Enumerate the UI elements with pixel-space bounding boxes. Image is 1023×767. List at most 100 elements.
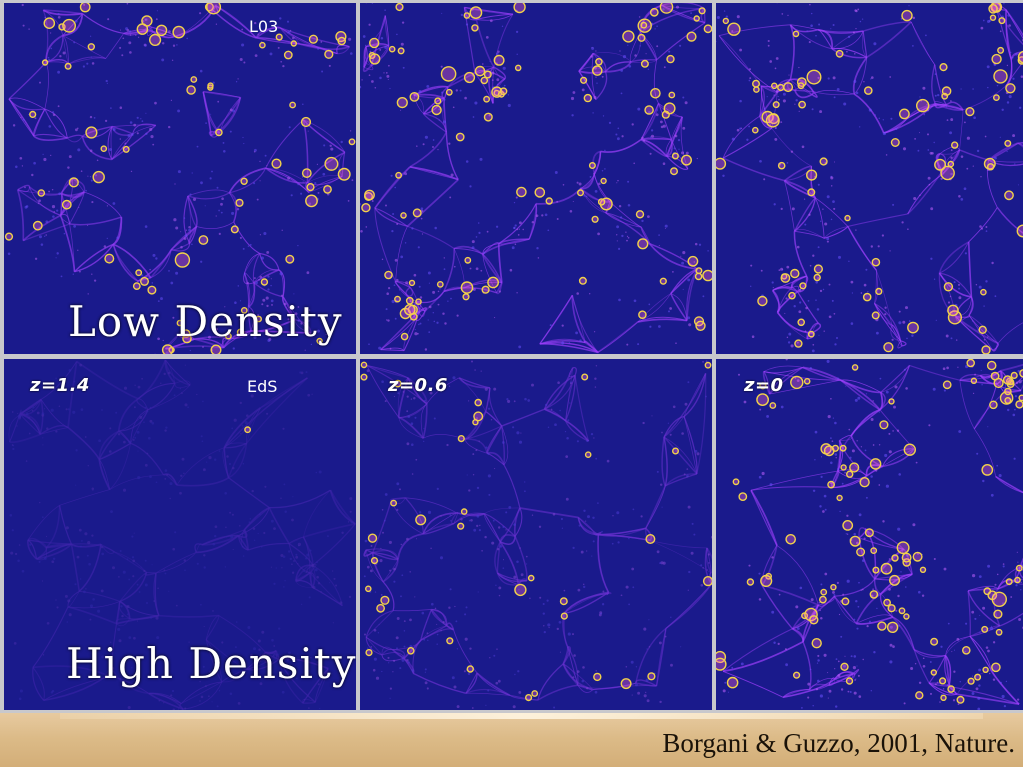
- matter-speck: [370, 569, 373, 573]
- matter-speck: [411, 473, 414, 475]
- cluster-ring: [493, 54, 505, 66]
- matter-speck: [419, 511, 422, 514]
- matter-speck: [87, 224, 89, 226]
- cluster-ring: [364, 189, 375, 201]
- matter-speck: [1018, 618, 1022, 621]
- matter-speck: [693, 533, 696, 536]
- matter-speck: [634, 54, 637, 57]
- matter-speck: [854, 53, 856, 55]
- filament: [430, 609, 454, 631]
- cluster-ring: [807, 188, 816, 197]
- matter-speck: [205, 122, 207, 124]
- cluster-ring: [136, 23, 149, 35]
- matter-speck: [882, 119, 884, 121]
- matter-speck: [316, 661, 319, 664]
- filament: [935, 102, 964, 111]
- matter-speck: [626, 343, 629, 346]
- matter-speck: [527, 399, 531, 402]
- matter-speck: [643, 139, 646, 142]
- filament: [938, 272, 972, 298]
- cluster-ring: [668, 91, 676, 99]
- matter-speck: [511, 246, 515, 250]
- matter-speck: [68, 155, 72, 159]
- matter-speck: [999, 681, 1002, 684]
- matter-speck: [91, 62, 95, 65]
- matter-speck: [91, 201, 94, 204]
- filament: [485, 411, 503, 427]
- matter-speck: [51, 188, 54, 191]
- matter-speck: [672, 271, 674, 273]
- filament: [995, 476, 1023, 494]
- matter-speck: [518, 221, 522, 225]
- matter-speck: [136, 132, 139, 135]
- filament: [879, 391, 886, 411]
- filament: [59, 215, 76, 272]
- matter-speck: [884, 453, 888, 458]
- filament: [312, 587, 343, 607]
- filament: [155, 552, 197, 574]
- filament: [45, 543, 72, 549]
- filament: [19, 413, 22, 420]
- matter-speck: [248, 521, 251, 523]
- matter-speck: [260, 546, 263, 548]
- filament: [840, 379, 881, 393]
- matter-speck: [65, 526, 69, 530]
- matter-speck: [241, 313, 244, 316]
- cluster-ring: [943, 282, 954, 292]
- matter-speck: [73, 225, 76, 228]
- matter-speck: [952, 699, 956, 702]
- filament: [302, 701, 316, 704]
- matter-speck: [220, 211, 223, 214]
- matter-speck: [838, 681, 840, 683]
- filament: [16, 189, 25, 241]
- filament: [117, 398, 139, 432]
- matter-speck: [382, 531, 384, 534]
- matter-speck: [456, 314, 459, 317]
- matter-speck: [332, 622, 334, 624]
- matter-speck: [771, 556, 774, 559]
- matter-speck: [157, 587, 159, 590]
- matter-speck: [710, 535, 712, 539]
- filament: [796, 291, 819, 324]
- matter-speck: [454, 265, 456, 268]
- cluster-ring: [981, 345, 991, 354]
- matter-speck: [680, 255, 682, 257]
- cluster-ring: [236, 328, 245, 336]
- filament: [431, 609, 447, 626]
- matter-speck: [544, 403, 548, 407]
- matter-speck: [982, 606, 986, 610]
- filament: [278, 659, 316, 703]
- filament: [398, 403, 428, 418]
- matter-speck: [743, 400, 747, 404]
- matter-speck: [827, 77, 830, 80]
- filament: [486, 452, 505, 466]
- matter-speck: [854, 679, 857, 681]
- cluster-ring: [367, 533, 378, 543]
- filament: [762, 371, 771, 395]
- matter-speck: [586, 515, 591, 519]
- matter-speck: [485, 446, 488, 449]
- matter-speck: [224, 492, 227, 495]
- filament: [148, 692, 182, 705]
- matter-speck: [686, 476, 688, 478]
- matter-speck: [616, 240, 618, 242]
- matter-speck: [631, 567, 635, 571]
- filament: [27, 539, 72, 545]
- matter-speck: [621, 135, 624, 138]
- matter-speck: [878, 444, 881, 446]
- matter-speck: [846, 514, 849, 517]
- matter-speck: [1020, 581, 1022, 584]
- matter-speck: [186, 37, 189, 40]
- filament: [247, 306, 252, 332]
- filament: [314, 668, 329, 703]
- filament: [81, 125, 113, 137]
- matter-speck: [185, 229, 188, 231]
- simulation-image: [4, 359, 356, 710]
- cluster-ring: [805, 169, 818, 181]
- matter-speck: [13, 642, 17, 645]
- matter-speck: [616, 225, 620, 229]
- matter-speck: [568, 342, 571, 344]
- filament: [562, 663, 579, 686]
- filament: [446, 625, 454, 631]
- matter-speck: [337, 665, 340, 668]
